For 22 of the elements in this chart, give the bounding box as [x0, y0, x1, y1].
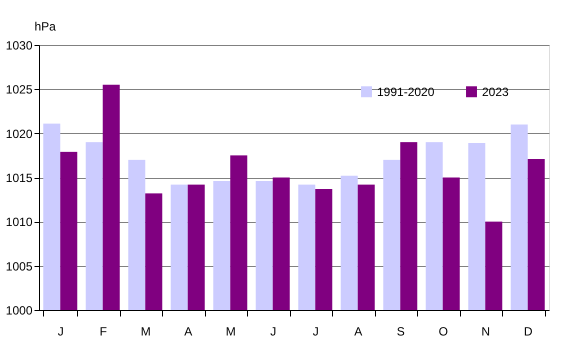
y-tick-label: 1025 [6, 82, 33, 97]
x-tick-label: S [396, 324, 405, 338]
x-tick-label: F [100, 324, 107, 338]
x-tick-label: A [354, 324, 362, 338]
x-tick-label: J [270, 324, 276, 338]
y-tick-label: 1020 [6, 126, 33, 141]
x-tick-label: O [438, 324, 448, 338]
y-tick-label: 1030 [6, 38, 33, 52]
x-tick-label: J [312, 324, 319, 338]
x-tick-label: A [184, 324, 192, 338]
legend-label: 2023 [482, 84, 510, 99]
y-tick-label: 1000 [6, 304, 33, 318]
y-tick-label: 1005 [6, 259, 33, 274]
y-axis-title: hPa [34, 20, 56, 34]
y-tick-label: 1010 [6, 215, 33, 230]
x-tick-label: M [140, 324, 151, 338]
legend-label: 1991-2020 [377, 84, 435, 99]
x-tick-label: M [226, 324, 236, 338]
y-tick-label: 1015 [6, 171, 33, 185]
x-tick-label: N [481, 324, 490, 338]
x-tick-label: J [58, 324, 64, 338]
x-tick-label: D [524, 324, 533, 338]
